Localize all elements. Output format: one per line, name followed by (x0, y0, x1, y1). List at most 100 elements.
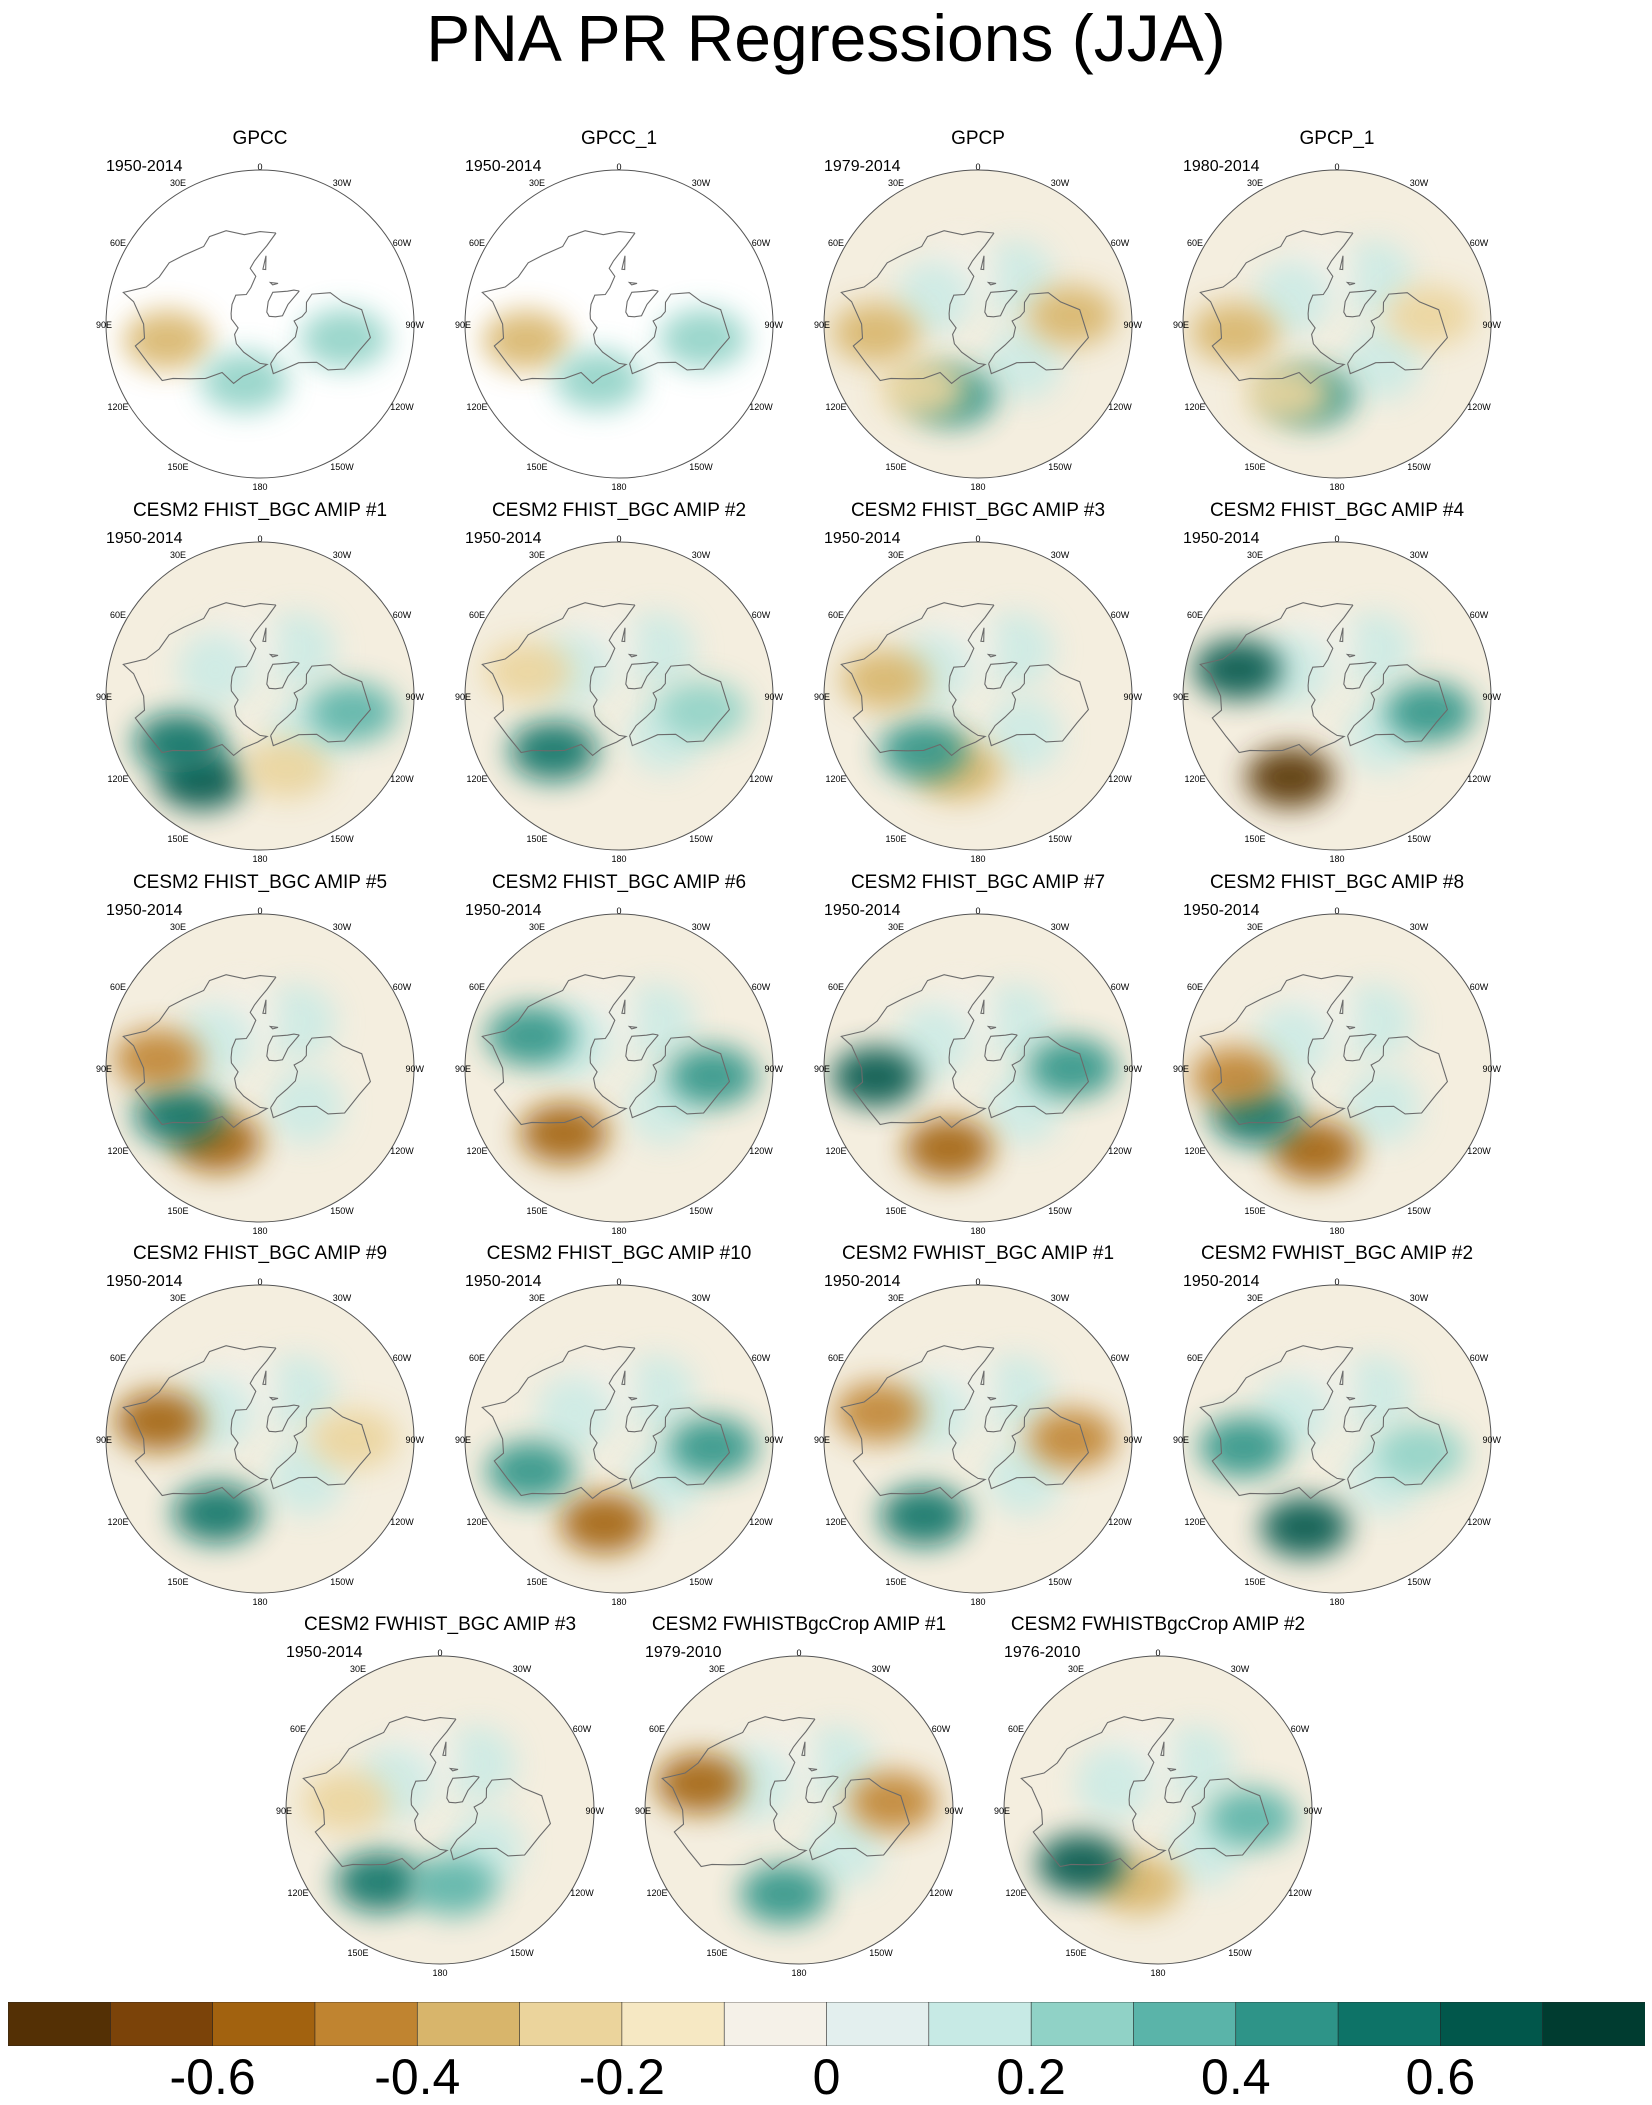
longitude-label: 30E (1068, 1664, 1084, 1674)
longitude-label: 180 (611, 854, 626, 864)
anomaly-blob (486, 1005, 575, 1066)
coastline (625, 1404, 659, 1433)
coastline (984, 1404, 1018, 1433)
coastline (1166, 1767, 1177, 1772)
longitude-label: 90W (1482, 1435, 1501, 1445)
longitude-label: 90E (455, 320, 471, 330)
longitude-label: 120W (1108, 1517, 1132, 1527)
longitude-label: 60W (752, 610, 771, 620)
longitude-label: 120E (466, 1517, 487, 1527)
anomaly-blob (260, 612, 337, 689)
coastline (1164, 1775, 1198, 1804)
panel-period: 1950-2014 (1183, 902, 1260, 919)
longitude-label: 60E (110, 982, 126, 992)
coastline (980, 999, 985, 1015)
map-boundary (823, 913, 1133, 1223)
longitude-label: 90W (764, 1435, 783, 1445)
panel-title: CESM2 FHIST_BGC AMIP #4 (1209, 500, 1465, 521)
map-background (465, 170, 773, 478)
longitude-label: 90E (814, 320, 830, 330)
longitude-label: 60W (932, 1724, 951, 1734)
anomaly-blob (895, 260, 972, 337)
longitude-label: 0 (616, 1277, 621, 1287)
longitude-label: 30W (1410, 922, 1429, 932)
polar-map: 180 150E 120E 90E 60E 30E 0 30W 60W 90W 120W 150W (455, 162, 783, 492)
longitude-label: 30W (1231, 1664, 1250, 1674)
longitude-label: 90E (1173, 320, 1189, 330)
longitude-label: 90E (1173, 1435, 1189, 1445)
longitude-label: 60E (828, 1353, 844, 1363)
map-field (1004, 1656, 1312, 1964)
anomaly-blob (978, 240, 1055, 317)
longitude-label: 150E (167, 1206, 188, 1216)
longitude-label: 150W (1228, 1948, 1252, 1958)
panel-title: CESM2 FHIST_BGC AMIP #5 (132, 872, 388, 893)
longitude-label: 60E (828, 610, 844, 620)
anomaly-blob (716, 1746, 793, 1823)
coastline (984, 1033, 1018, 1062)
anomaly-blob (242, 738, 331, 799)
coastline (801, 1741, 806, 1757)
longitude-label: 150W (869, 1948, 893, 1958)
longitude-label: 150W (330, 834, 354, 844)
map-boundary (464, 913, 774, 1223)
panel-period: 1950-2014 (465, 1273, 542, 1290)
longitude-label: 120E (1184, 402, 1205, 412)
longitude-label: 150W (1048, 462, 1072, 472)
longitude-label: 60W (393, 982, 412, 992)
longitude-label: 150W (689, 1577, 713, 1587)
map-panel: GPCP_1 1980-2014 180 150E 120E 90E 60E 30E 0 30W 6… (1167, 128, 1507, 492)
map-panel: CESM2 FHIST_BGC AMIP #9 1950-2014 180 150E 1… (90, 1243, 430, 1607)
panel-title: GPCC (232, 128, 288, 149)
coastline (1160, 1741, 1165, 1757)
coastline (1168, 1778, 1270, 1861)
anomaly-blob (1260, 1497, 1349, 1558)
map-panel: GPCP 1979-2014 180 150E 120E 90E 60E 30E 0 30W 60W… (808, 128, 1148, 492)
longitude-label: 90W (1482, 692, 1501, 702)
anomaly-blob (113, 1029, 202, 1090)
coastline (1339, 999, 1344, 1015)
anomaly-blob (1254, 1004, 1331, 1081)
map-panel: GPCC 1950-2014 180 150E 120E 90E 60E 30E 0 30W 60W… (90, 128, 430, 492)
longitude-label: 60E (1008, 1724, 1024, 1734)
anomaly-blob (308, 682, 397, 743)
longitude-label: 150E (526, 1577, 547, 1587)
longitude-label: 120E (1005, 1888, 1026, 1898)
coastline (840, 974, 995, 1129)
longitude-label: 180 (1329, 482, 1344, 492)
map-field (465, 1285, 773, 1593)
longitude-label: 120E (466, 774, 487, 784)
longitude-label: 0 (257, 906, 262, 916)
map-boundary (1182, 913, 1492, 1223)
longitude-label: 30W (1410, 550, 1429, 560)
map-boundary (1003, 1655, 1313, 1965)
polar-map: 180 150E 120E 90E 60E 30E 0 30W 60W 90W 120W 150W (814, 906, 1142, 1236)
panel-period: 1979-2010 (645, 1644, 722, 1661)
map-boundary (1182, 541, 1492, 851)
coastline (1347, 1407, 1449, 1490)
map-panel: CESM2 FWHIST_BGC AMIP #1 1950-2014 180 150E… (808, 1243, 1148, 1607)
longitude-label: 60W (1470, 238, 1489, 248)
anomaly-blob (831, 302, 920, 363)
anomaly-blob (668, 1417, 757, 1478)
longitude-label: 30W (692, 178, 711, 188)
anomaly-blob (848, 1771, 937, 1832)
coastline (988, 292, 1090, 375)
anomaly-blob (260, 1355, 337, 1432)
coastline (629, 292, 731, 375)
longitude-label: 150E (706, 1948, 727, 1958)
anomaly-blob (1075, 1746, 1152, 1823)
coastline (270, 292, 372, 375)
longitude-label: 90W (944, 1806, 963, 1816)
longitude-label: 30E (888, 1293, 904, 1303)
panel-title: CESM2 FHIST_BGC AMIP #1 (132, 500, 388, 521)
longitude-label: 150W (689, 834, 713, 844)
anomaly-blob (114, 1391, 203, 1452)
coastline (266, 1033, 300, 1062)
coastline (302, 1716, 457, 1871)
coastline (840, 1345, 995, 1500)
longitude-label: 90W (764, 320, 783, 330)
map-background (824, 914, 1132, 1222)
longitude-label: 150W (1407, 462, 1431, 472)
longitude-label: 60E (828, 982, 844, 992)
